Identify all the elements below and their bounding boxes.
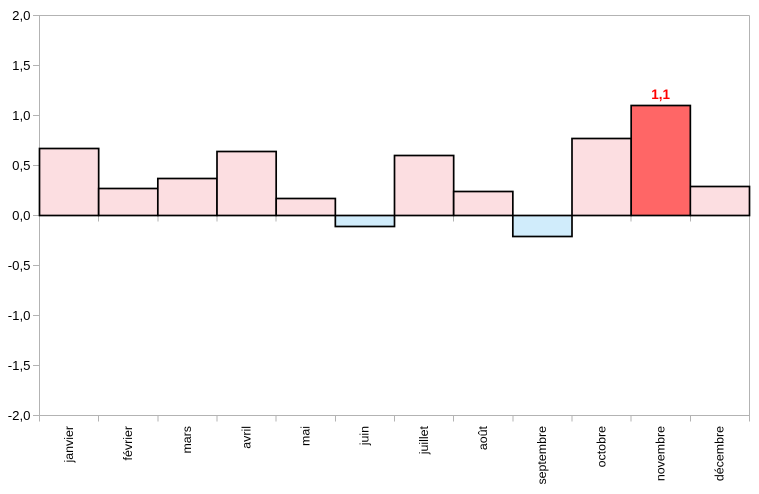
svg-text:août: août: [476, 425, 490, 450]
svg-text:mai: mai: [299, 426, 313, 446]
svg-text:-0,5: -0,5: [8, 258, 31, 273]
svg-text:mars: mars: [180, 426, 194, 454]
svg-text:juillet: juillet: [417, 425, 431, 455]
svg-text:1,0: 1,0: [12, 108, 30, 123]
svg-text:-2,0: -2,0: [8, 408, 31, 423]
svg-text:avril: avril: [239, 426, 253, 449]
svg-text:0,5: 0,5: [12, 158, 30, 173]
svg-text:janvier: janvier: [62, 426, 76, 464]
svg-text:février: février: [121, 426, 135, 460]
svg-text:décembre: décembre: [713, 426, 727, 481]
svg-text:juin: juin: [358, 426, 372, 446]
svg-text:novembre: novembre: [654, 426, 668, 481]
svg-text:-1,5: -1,5: [8, 358, 31, 373]
svg-text:septembre: septembre: [535, 426, 549, 485]
svg-text:octobre: octobre: [594, 426, 608, 467]
svg-text:1,1: 1,1: [651, 87, 670, 102]
svg-text:1,5: 1,5: [12, 58, 30, 73]
svg-text:0,0: 0,0: [12, 208, 30, 223]
svg-text:2,0: 2,0: [12, 8, 30, 23]
svg-text:-1,0: -1,0: [8, 308, 31, 323]
